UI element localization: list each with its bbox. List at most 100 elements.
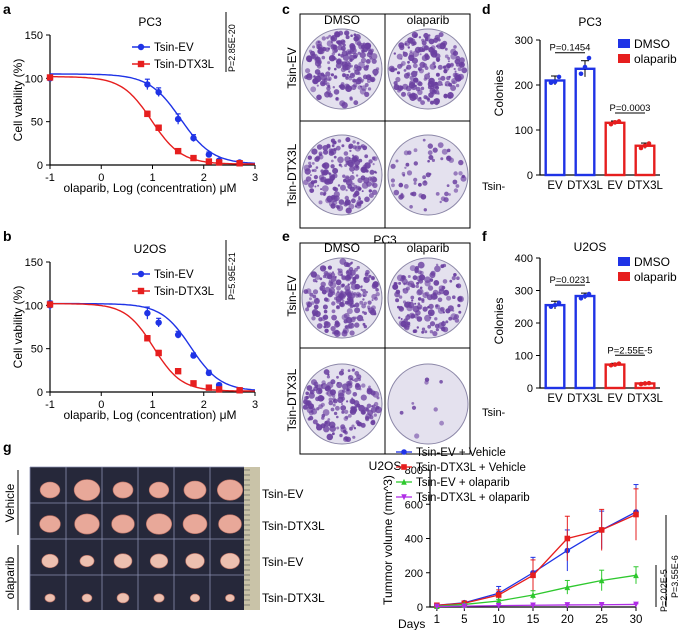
colony	[340, 82, 345, 86]
colony	[406, 313, 410, 317]
colony	[308, 164, 312, 168]
col-label-dmso: DMSO	[324, 241, 360, 255]
axis-lines	[49, 262, 255, 393]
colony	[417, 97, 422, 102]
colony	[339, 293, 346, 300]
colony	[440, 157, 444, 161]
data-point	[530, 602, 536, 609]
data-point	[144, 81, 151, 88]
colony	[319, 47, 322, 50]
colony	[313, 175, 318, 180]
colony	[309, 406, 313, 409]
legend-swatch	[618, 257, 630, 266]
colony	[352, 392, 358, 397]
tumor-photo: Vehicle olaparib Tsin-EV Tsin-DTX3L Tsin…	[3, 466, 325, 610]
tumor	[112, 481, 134, 499]
data-point	[401, 449, 407, 455]
colony	[312, 419, 318, 425]
replicate-point	[556, 74, 562, 80]
colony	[450, 48, 457, 55]
replicate-point	[582, 64, 588, 70]
colony	[400, 318, 403, 320]
colony	[319, 177, 325, 183]
data-point	[495, 597, 502, 604]
colony	[332, 403, 336, 407]
colony	[346, 270, 350, 274]
colony	[425, 172, 431, 178]
legend-label-Tsin-DTX3L + olaparib: Tsin-DTX3L + olaparib	[416, 492, 530, 504]
colony	[434, 265, 441, 273]
colony	[338, 199, 345, 205]
colony	[426, 36, 429, 39]
colony	[408, 52, 414, 58]
colony	[313, 304, 319, 310]
colony	[432, 331, 438, 337]
colony	[354, 307, 361, 314]
colony	[410, 295, 415, 300]
colony	[323, 149, 329, 155]
colony	[342, 174, 346, 178]
colony	[341, 396, 346, 401]
colony	[447, 60, 450, 63]
colony	[348, 203, 355, 210]
data-point	[598, 601, 605, 609]
colony	[341, 403, 343, 405]
colony	[371, 299, 374, 302]
tumor	[73, 479, 101, 501]
colony	[460, 62, 464, 66]
legend-swatch	[618, 54, 630, 63]
colony	[419, 286, 423, 290]
colony	[350, 283, 358, 291]
colony	[348, 70, 351, 73]
colony	[328, 78, 331, 81]
data-point	[190, 154, 197, 162]
colony	[448, 75, 451, 78]
colony	[312, 45, 316, 49]
colony	[356, 265, 360, 270]
bar-DTX3L	[634, 144, 656, 177]
x-axis-label: olaparib, Log (concentration) μM	[63, 181, 236, 195]
y-tick-label: 100	[25, 300, 43, 312]
colony	[364, 154, 369, 159]
colony	[452, 295, 456, 300]
colony	[439, 420, 444, 426]
colony	[370, 406, 377, 413]
colony	[324, 321, 331, 329]
colony	[427, 150, 433, 156]
colony	[340, 405, 347, 411]
colony	[355, 174, 359, 177]
colony	[333, 411, 338, 416]
fit-curve-Tsin-DTX3L	[50, 76, 255, 165]
data-point	[495, 602, 502, 609]
data-point	[205, 158, 213, 165]
colony	[347, 283, 350, 286]
colony	[357, 85, 362, 90]
colony	[320, 80, 326, 87]
colony	[344, 164, 348, 167]
data-point	[205, 384, 213, 391]
chart-title: U2OS	[574, 240, 607, 254]
x-tick-label: 1	[149, 399, 155, 411]
colony	[317, 184, 320, 187]
colony	[452, 80, 456, 84]
colony	[454, 314, 459, 320]
bar-EV	[544, 303, 566, 390]
colony	[307, 417, 311, 421]
colony	[352, 140, 356, 144]
colony	[318, 200, 323, 205]
colony	[357, 293, 362, 298]
colony	[398, 305, 404, 311]
replicate-point	[582, 293, 588, 299]
colony	[353, 378, 359, 383]
colony	[437, 297, 443, 303]
data-point	[236, 387, 243, 394]
colony	[322, 409, 330, 416]
colony	[361, 383, 366, 388]
colony	[350, 406, 356, 411]
colony	[322, 304, 328, 310]
colony	[362, 298, 365, 301]
colony	[317, 64, 322, 69]
colony	[358, 197, 361, 201]
colony	[406, 170, 413, 176]
colony	[448, 316, 453, 321]
